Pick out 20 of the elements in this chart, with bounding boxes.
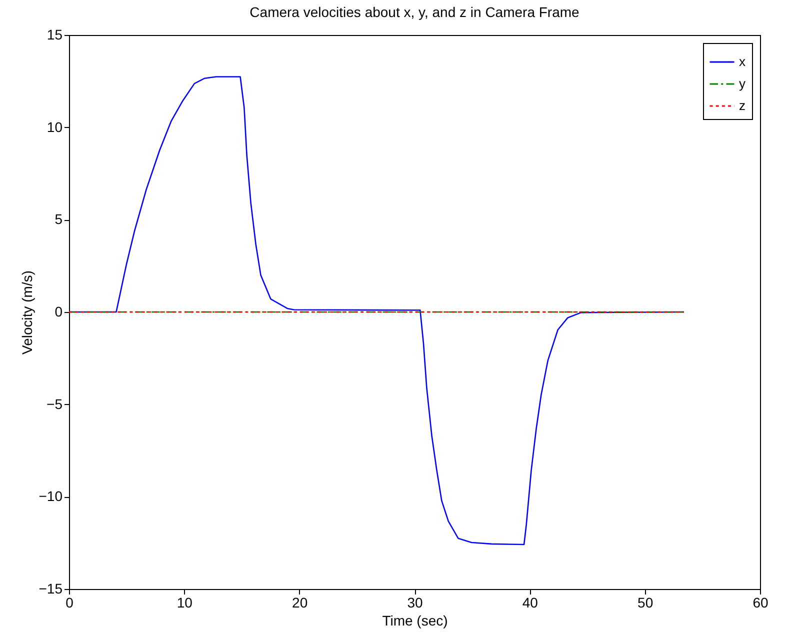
x-tick-label: 0 xyxy=(66,594,74,610)
y-tick-label: 15 xyxy=(46,26,63,42)
y-axis-title: Velocity (m/s) xyxy=(18,270,35,355)
x-tick-label: 60 xyxy=(752,594,768,610)
chart-title: Camera velocities about x, y, and z in Camera Frame xyxy=(250,4,580,20)
x-tick-label: 30 xyxy=(407,594,423,610)
x-tick-label: 20 xyxy=(292,594,308,610)
legend-label: x xyxy=(739,54,746,69)
y-tick-label: 10 xyxy=(46,118,63,135)
legend-label: y xyxy=(739,76,746,91)
x-tick-label: 50 xyxy=(638,594,654,610)
x-tick-label: 40 xyxy=(522,594,538,610)
y-tick-label: 0 xyxy=(54,304,63,320)
y-tick-label: −5 xyxy=(46,396,63,412)
y-tick-label: −15 xyxy=(38,580,63,596)
x-tick-label: 10 xyxy=(176,594,193,610)
legend-label: z xyxy=(739,98,746,113)
x-axis-title: Time (sec) xyxy=(382,612,448,628)
y-tick-label: 5 xyxy=(54,211,63,228)
y-tick-label: −10 xyxy=(38,488,63,504)
